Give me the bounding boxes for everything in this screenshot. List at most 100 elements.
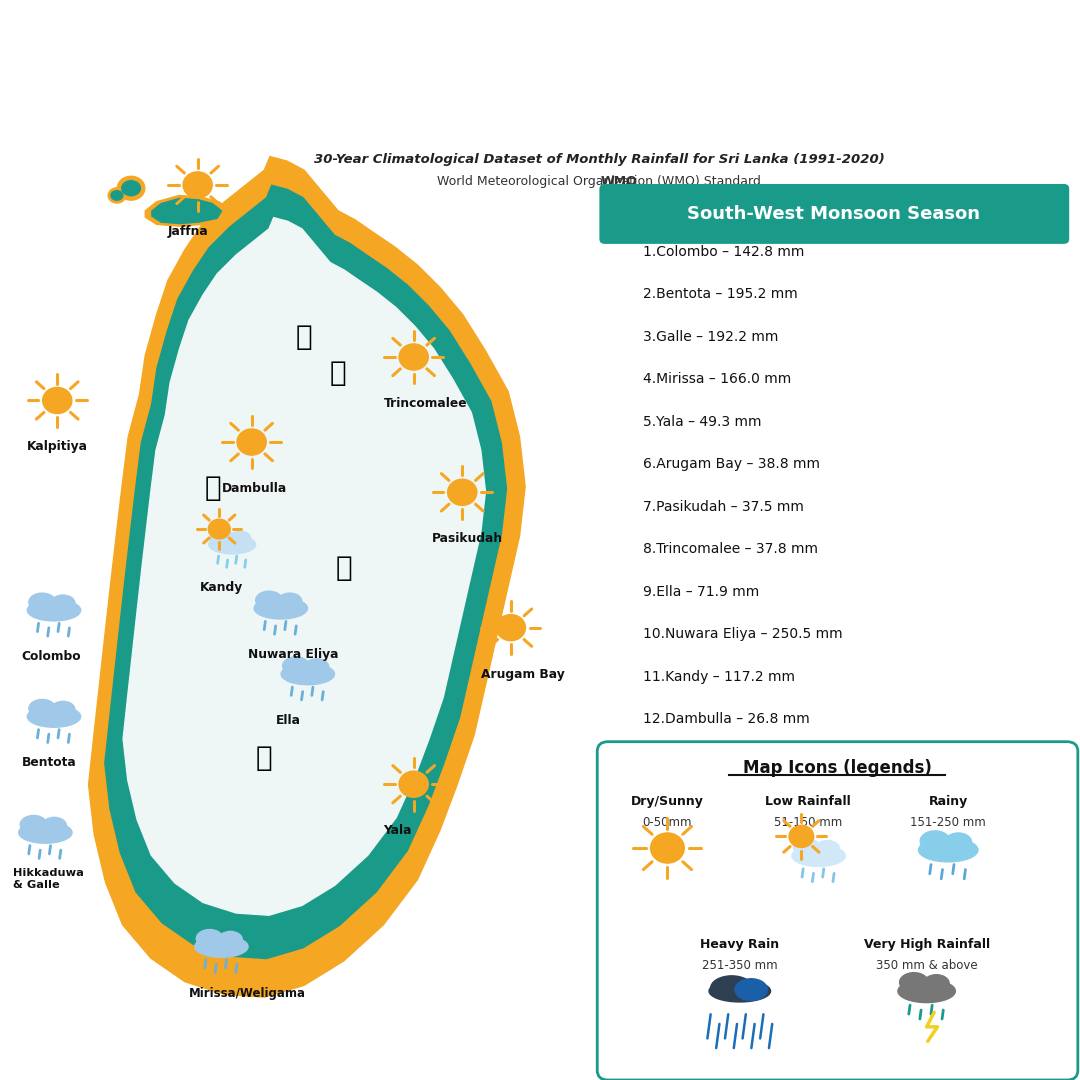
Circle shape <box>399 343 429 370</box>
Text: World Meteorological Organization (WMO) Standard: World Meteorological Organization (WMO) … <box>437 175 761 188</box>
Ellipse shape <box>945 833 972 851</box>
Ellipse shape <box>900 973 929 993</box>
Text: WMO: WMO <box>600 175 637 188</box>
Ellipse shape <box>711 976 753 1000</box>
Ellipse shape <box>194 936 248 957</box>
Text: 0-50mm: 0-50mm <box>643 816 692 829</box>
Text: Colombo: Colombo <box>22 650 81 663</box>
Text: 🐬: 🐬 <box>329 360 347 388</box>
Ellipse shape <box>281 663 335 685</box>
Text: Mirissa/Weligama: Mirissa/Weligama <box>189 986 306 999</box>
Text: South-West Monsoon Season: South-West Monsoon Season <box>687 205 981 222</box>
Ellipse shape <box>897 980 956 1002</box>
Text: Map Icons (legends): Map Icons (legends) <box>743 759 931 777</box>
Text: 13.Kalpitiya – 27.1 mm: 13.Kalpitiya – 27.1 mm <box>643 755 802 769</box>
Circle shape <box>183 172 213 198</box>
Text: 10.Nuwara Eliya – 250.5 mm: 10.Nuwara Eliya – 250.5 mm <box>643 627 842 642</box>
Text: Kalpitiya: Kalpitiya <box>27 441 87 454</box>
Circle shape <box>447 480 477 505</box>
Polygon shape <box>152 199 221 224</box>
Text: Yala: Yala <box>383 824 411 837</box>
Ellipse shape <box>197 930 222 947</box>
Circle shape <box>208 519 230 539</box>
Text: 🐆: 🐆 <box>256 744 272 771</box>
Ellipse shape <box>18 822 72 843</box>
Text: Pasikudah: Pasikudah <box>432 532 503 545</box>
Text: 350 mm & above: 350 mm & above <box>876 959 977 972</box>
Ellipse shape <box>920 831 950 851</box>
Text: 5.Yala – 49.3 mm: 5.Yala – 49.3 mm <box>643 415 761 429</box>
Text: 2.Bentota – 195.2 mm: 2.Bentota – 195.2 mm <box>643 287 797 301</box>
Text: Dry/Sunny: Dry/Sunny <box>631 795 704 808</box>
Text: 51-150 mm: 51-150 mm <box>773 816 842 829</box>
Ellipse shape <box>734 978 767 1000</box>
Text: Ella: Ella <box>275 714 300 727</box>
Text: 12.Dambulla – 26.8 mm: 12.Dambulla – 26.8 mm <box>643 713 809 727</box>
Ellipse shape <box>230 531 251 545</box>
Ellipse shape <box>254 597 308 619</box>
Text: Bentota: Bentota <box>22 756 77 769</box>
Ellipse shape <box>918 838 978 862</box>
Text: 🐘: 🐘 <box>205 474 221 502</box>
Ellipse shape <box>21 815 46 834</box>
Text: Trincomalee: Trincomalee <box>383 396 467 410</box>
Text: 8.Trincomalee – 37.8 mm: 8.Trincomalee – 37.8 mm <box>643 542 818 556</box>
Polygon shape <box>145 195 230 226</box>
Text: Jaffna: Jaffna <box>167 225 208 238</box>
Text: Low Rainfall: Low Rainfall <box>765 795 851 808</box>
Text: 🐋: 🐋 <box>296 323 312 351</box>
Ellipse shape <box>256 591 282 609</box>
Text: Arugam Bay: Arugam Bay <box>481 667 565 680</box>
Ellipse shape <box>218 931 242 948</box>
Text: 30-Year Climatological Dataset of Monthly Rainfall for Sri Lanka (1991-2020): 30-Year Climatological Dataset of Monthl… <box>314 153 885 166</box>
Text: Dambulla: Dambulla <box>221 482 286 495</box>
Ellipse shape <box>208 535 256 554</box>
Ellipse shape <box>708 981 771 1002</box>
Text: Kandy: Kandy <box>200 581 243 594</box>
Ellipse shape <box>283 657 309 675</box>
Circle shape <box>42 388 72 414</box>
Text: Nuwara Eliya: Nuwara Eliya <box>248 648 339 661</box>
Ellipse shape <box>51 595 75 611</box>
Text: 14.Jaffna – 18.1 mm: 14.Jaffna – 18.1 mm <box>643 797 783 811</box>
Text: Heavy Rain: Heavy Rain <box>700 939 780 951</box>
Text: 🏄: 🏄 <box>336 554 352 582</box>
Text: Meshaun Journeys: Meshaun Journeys <box>685 42 1000 71</box>
Polygon shape <box>105 186 507 959</box>
Polygon shape <box>89 157 525 997</box>
Text: 251-350 mm: 251-350 mm <box>702 959 778 972</box>
Text: 11.Kandy – 117.2 mm: 11.Kandy – 117.2 mm <box>643 670 795 684</box>
Ellipse shape <box>305 659 328 675</box>
Text: Hikkaduwa
& Galle: Hikkaduwa & Galle <box>13 868 84 890</box>
Ellipse shape <box>29 700 55 717</box>
Text: 151-250 mm: 151-250 mm <box>910 816 986 829</box>
Text: Rainy: Rainy <box>929 795 968 808</box>
Circle shape <box>496 615 526 640</box>
Ellipse shape <box>794 839 820 856</box>
Ellipse shape <box>27 706 81 727</box>
Text: Very High Rainfall: Very High Rainfall <box>864 939 989 951</box>
Text: 6.Arugam Bay – 38.8 mm: 6.Arugam Bay – 38.8 mm <box>643 457 820 471</box>
Ellipse shape <box>29 593 55 611</box>
Ellipse shape <box>118 176 145 200</box>
Ellipse shape <box>211 529 233 545</box>
FancyBboxPatch shape <box>597 742 1078 1080</box>
Ellipse shape <box>278 593 301 609</box>
Ellipse shape <box>111 191 123 200</box>
Ellipse shape <box>42 818 66 834</box>
Circle shape <box>650 833 685 863</box>
Ellipse shape <box>815 840 839 856</box>
Text: 3.Galle – 192.2 mm: 3.Galle – 192.2 mm <box>643 329 778 343</box>
Text: 9.Ella – 71.9 mm: 9.Ella – 71.9 mm <box>643 585 759 599</box>
Ellipse shape <box>792 845 846 866</box>
Ellipse shape <box>923 974 949 993</box>
FancyBboxPatch shape <box>599 184 1069 244</box>
Ellipse shape <box>108 188 125 203</box>
Text: 1.Colombo – 142.8 mm: 1.Colombo – 142.8 mm <box>643 245 804 258</box>
Text: 7.Pasikudah – 37.5 mm: 7.Pasikudah – 37.5 mm <box>643 500 804 514</box>
Circle shape <box>789 825 813 848</box>
Polygon shape <box>123 217 486 915</box>
Circle shape <box>399 771 429 797</box>
Text: 4.Mirissa – 166.0 mm: 4.Mirissa – 166.0 mm <box>643 373 791 387</box>
Ellipse shape <box>27 599 81 621</box>
